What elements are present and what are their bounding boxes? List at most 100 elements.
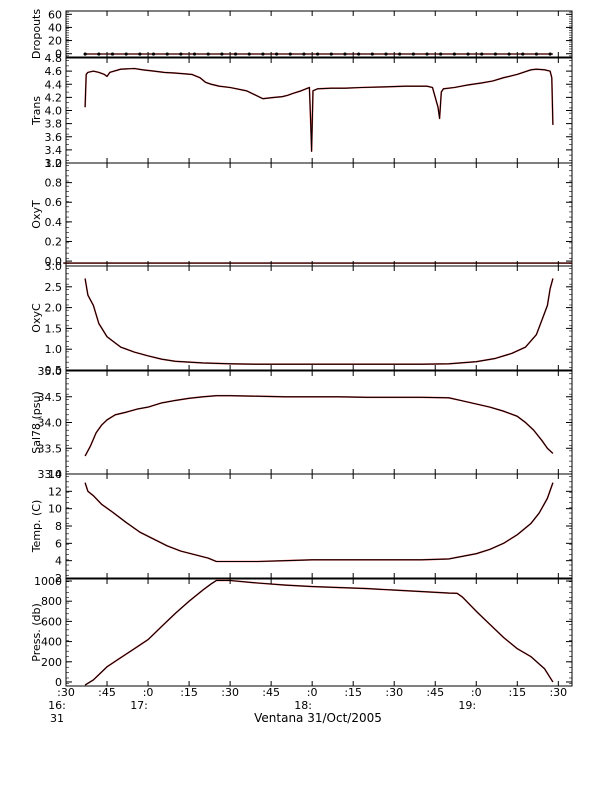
series-line [84, 482, 554, 563]
panel-2: 3.23.43.63.84.04.24.44.64.8 Trans [30, 52, 573, 170]
x-tick-label: :30 [57, 686, 75, 699]
y-tick-label: 600 [41, 615, 62, 628]
y-tick-label: 3.0 [45, 260, 63, 273]
dropout-point [384, 52, 388, 56]
y-tick-label: 200 [41, 656, 62, 669]
panel-frame [65, 162, 573, 267]
y-tick-label: 60 [48, 8, 62, 21]
dropout-point [97, 52, 101, 56]
y-tick-label: 4 [55, 555, 62, 568]
y-tick-label: 2.5 [45, 281, 63, 294]
y-tick-label: 0.5 [45, 364, 63, 377]
dropout-point [124, 52, 128, 56]
x-tick-sublabel: 16: [48, 699, 66, 712]
x-tick-label: :30 [549, 686, 567, 699]
dropout-point [261, 52, 265, 56]
dropout-point [83, 52, 87, 56]
y-axis-title: Sal78 (psu) [30, 391, 43, 454]
y-tick-label: 3.4 [45, 144, 63, 157]
y-axis-title: Temp. (C) [30, 500, 43, 554]
x-tick-label: :0 [307, 686, 318, 699]
x-tick-label: :45 [426, 686, 444, 699]
series-line [84, 579, 554, 686]
y-tick-label: 0.4 [45, 216, 63, 229]
dropout-point [493, 52, 498, 56]
chart-panels: 0204060Dropouts3.23.43.63.84.04.24.44.64… [30, 8, 573, 689]
figure-caption: Ventana 31/Oct/2005 [254, 711, 382, 725]
dropout-point [439, 52, 443, 56]
dropout-point [192, 52, 197, 56]
dropout-point [425, 52, 429, 56]
y-tick-label: 33.5 [38, 442, 63, 455]
y-tick-label: 0 [55, 676, 62, 689]
y-tick-label: 800 [41, 595, 62, 608]
y-tick-label: 3.8 [45, 118, 63, 131]
panel-frame [65, 57, 573, 164]
panel-4: 0.5 1.0 1.5 2.0 2.5 3.0 OxyC [30, 260, 573, 377]
panel-7: 0 200 400 600 800 1000 Press. (db) [30, 575, 573, 689]
y-tick-label: 20 [48, 35, 62, 48]
dropout-point [316, 52, 320, 56]
x-tick-label: :45 [262, 686, 280, 699]
x-tick-sublabel: 19: [458, 699, 476, 712]
y-tick-label: 1000 [34, 575, 62, 588]
dropout-point [110, 52, 115, 56]
y-tick-label: 4.6 [45, 65, 63, 78]
y-axis-title: OxyT [30, 200, 43, 229]
y-tick-label: 35.0 [38, 365, 63, 378]
y-tick-label: 4.8 [45, 52, 63, 65]
y-tick-label: 3.2 [45, 157, 63, 170]
y-tick-label: 14 [48, 468, 62, 481]
shared-time-axis: :3016:31:45:017::15:30:45:018::15:30:45:… [48, 686, 567, 725]
y-tick-label: 2.0 [45, 302, 63, 315]
dropout-point [343, 52, 347, 56]
x-tick-label: :45 [98, 686, 116, 699]
x-tick-label: :30 [385, 686, 403, 699]
dropout-point [233, 52, 238, 56]
y-tick-label: 12 [48, 485, 62, 498]
dropout-point [206, 52, 210, 56]
y-tick-label: 8 [55, 520, 62, 533]
dropout-point [534, 52, 539, 56]
dropout-point [302, 52, 306, 56]
series-line [84, 278, 554, 365]
x-tick-label: :0 [143, 686, 154, 699]
panel-frame [65, 578, 573, 687]
panel-frame [65, 265, 573, 371]
series-flag-line [84, 67, 554, 152]
y-tick-label: 400 [41, 636, 62, 649]
dropout-point [398, 52, 402, 56]
series-line [84, 395, 554, 457]
y-axis-title: Press. (db) [30, 603, 43, 662]
dropout-point [370, 52, 374, 56]
x-tick-label: :30 [221, 686, 239, 699]
panel-6: 2 4 6 8 10 12 14 Temp. (C) [30, 468, 573, 585]
dropout-point [357, 52, 361, 56]
dropout-point [165, 52, 169, 56]
x-tick-label: :15 [508, 686, 526, 699]
x-tick-label: :15 [180, 686, 198, 699]
y-axis-title: Trans [30, 96, 43, 126]
y-tick-label: 1.0 [45, 157, 63, 170]
y-tick-label: 0.2 [45, 235, 63, 248]
dropout-point [521, 52, 525, 56]
y-tick-label: 1.5 [45, 322, 63, 335]
y-tick-label: 0.6 [45, 196, 63, 209]
dropout-point [411, 52, 415, 56]
y-tick-label: 34.0 [38, 417, 63, 430]
y-tick-label: 40 [48, 21, 62, 34]
y-tick-label: 0.8 [45, 177, 63, 190]
y-tick-label: 10 [48, 503, 62, 516]
dropout-point [138, 52, 142, 56]
y-axis-title: Dropouts [30, 9, 43, 59]
dropout-point [480, 52, 484, 56]
dropout-point [329, 52, 333, 56]
series-line [84, 67, 554, 152]
y-tick-label: 6 [55, 537, 62, 550]
y-axis-title: OxyC [30, 303, 43, 333]
panel-frame [65, 370, 573, 475]
dropout-point [452, 52, 456, 56]
dropout-point [507, 52, 511, 56]
